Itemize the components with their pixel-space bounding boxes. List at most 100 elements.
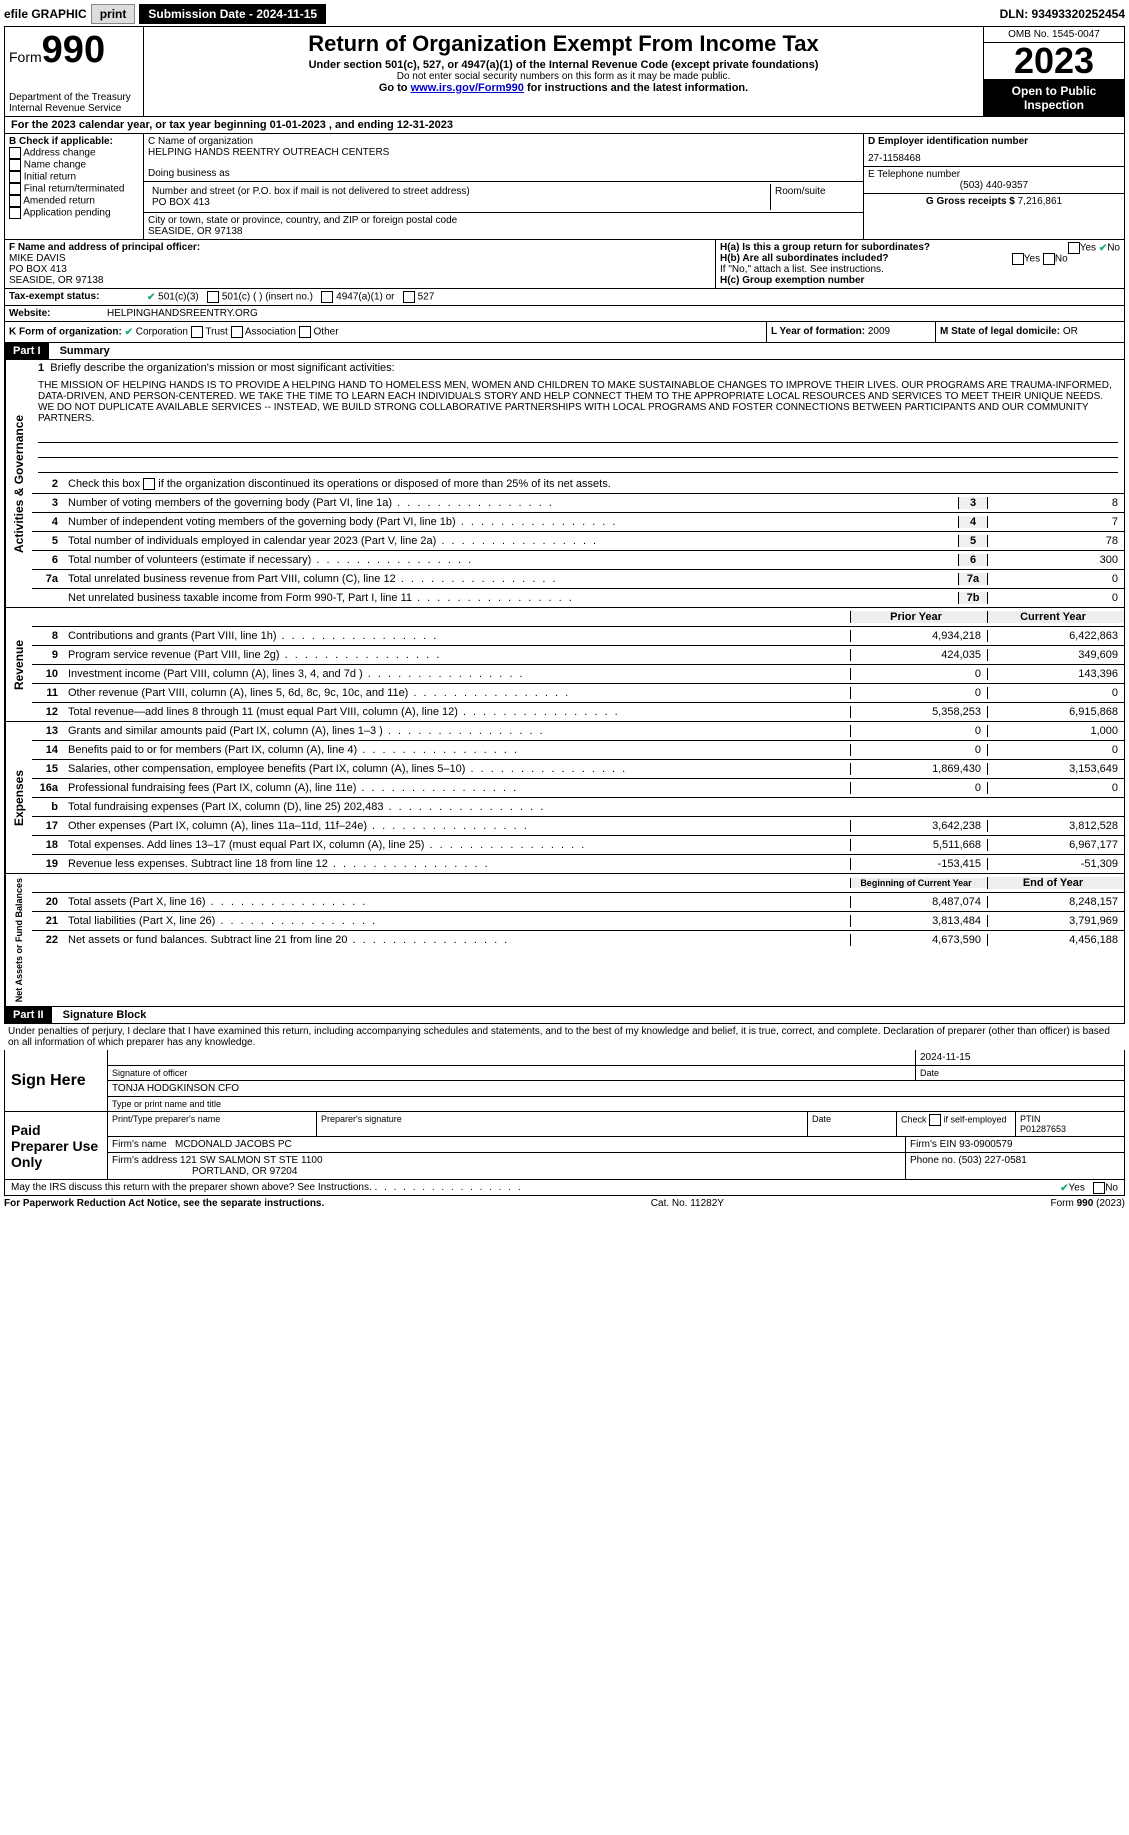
vert-net-assets: Net Assets or Fund Balances	[5, 874, 32, 1006]
org-name: HELPING HANDS REENTRY OUTREACH CENTERS	[148, 147, 859, 158]
efile-label: efile GRAPHIC	[4, 7, 87, 21]
part2-label: Part II	[5, 1007, 52, 1023]
k-l-m-row: K Form of organization: Corporation Trus…	[4, 322, 1125, 343]
officer-addr1: PO BOX 413	[9, 264, 711, 275]
top-bar: efile GRAPHIC print Submission Date - 20…	[4, 4, 1125, 24]
mission-text: THE MISSION OF HELPING HANDS IS TO PROVI…	[32, 376, 1124, 428]
form-subtitle: Under section 501(c), 527, or 4947(a)(1)…	[150, 59, 977, 71]
part1-title: Summary	[52, 345, 110, 357]
summary-line: 18Total expenses. Add lines 13–17 (must …	[32, 836, 1124, 855]
summary-line: 13Grants and similar amounts paid (Part …	[32, 722, 1124, 741]
revenue-section: Revenue Prior Year Current Year 8Contrib…	[4, 608, 1125, 722]
city-value: SEASIDE, OR 97138	[148, 226, 859, 237]
phone-value: (503) 440-9357	[868, 180, 1120, 191]
summary-line: 17Other expenses (Part IX, column (A), l…	[32, 817, 1124, 836]
officer-name: MIKE DAVIS	[9, 253, 711, 264]
summary-line: 12Total revenue—add lines 8 through 11 (…	[32, 703, 1124, 721]
goto-prefix: Go to	[379, 82, 411, 94]
cat-number: Cat. No. 11282Y	[651, 1198, 724, 1209]
summary-line: Net unrelated business taxable income fr…	[32, 589, 1124, 607]
officer-addr2: SEASIDE, OR 97138	[9, 275, 711, 286]
k-label: K Form of organization:	[9, 327, 122, 338]
part1-label: Part I	[5, 343, 49, 359]
firm-phone: (503) 227-0581	[958, 1155, 1026, 1166]
j-label: Website:	[5, 306, 103, 321]
form-title: Return of Organization Exempt From Incom…	[150, 31, 977, 57]
type-name-label: Type or print name and title	[108, 1097, 1124, 1111]
gross-receipts: 7,216,861	[1018, 196, 1063, 207]
chk-corporation[interactable]: Corporation	[136, 327, 188, 338]
e-label: E Telephone number	[868, 169, 1120, 180]
firm-ein-label: Firm's EIN	[910, 1139, 959, 1150]
hb-note: If "No," attach a list. See instructions…	[720, 264, 1120, 275]
submission-date: Submission Date - 2024-11-15	[139, 4, 326, 24]
ein-cell: D Employer identification number 27-1158…	[864, 134, 1124, 167]
discuss-text: May the IRS discuss this return with the…	[11, 1182, 372, 1193]
summary-line: 6Total number of volunteers (estimate if…	[32, 551, 1124, 570]
chk-527[interactable]: 527	[418, 292, 435, 303]
pra-notice: For Paperwork Reduction Act Notice, see …	[4, 1198, 324, 1209]
summary-line: 21Total liabilities (Part X, line 26)3,8…	[32, 912, 1124, 931]
part2-header-row: Part II Signature Block	[4, 1007, 1125, 1024]
chk-address-change[interactable]: Address change	[9, 147, 139, 159]
address-cell: Number and street (or P.O. box if mail i…	[144, 182, 863, 213]
chk-amended-return[interactable]: Amended return	[9, 195, 139, 207]
vert-activities-governance: Activities & Governance	[5, 360, 32, 607]
ha-label: H(a) Is this a group return for subordin…	[720, 242, 930, 253]
sig-officer-label: Signature of officer	[108, 1066, 916, 1080]
chk-name-change[interactable]: Name change	[9, 159, 139, 171]
firm-phone-label: Phone no.	[910, 1155, 958, 1166]
summary-line: 9Program service revenue (Part VIII, lin…	[32, 646, 1124, 665]
summary-line: bTotal fundraising expenses (Part IX, co…	[32, 798, 1124, 817]
chk-association[interactable]: Association	[245, 327, 296, 338]
c-name-label: C Name of organization	[148, 136, 859, 147]
summary-line: 4Number of independent voting members of…	[32, 513, 1124, 532]
f-label: F Name and address of principal officer:	[9, 242, 711, 253]
summary-line: 22Net assets or fund balances. Subtract …	[32, 931, 1124, 949]
chk-app-pending[interactable]: Application pending	[9, 207, 139, 219]
calendar-year-row: For the 2023 calendar year, or tax year …	[4, 117, 1125, 134]
chk-501c[interactable]: 501(c) ( ) (insert no.)	[222, 292, 313, 303]
sign-here-label: Sign Here	[5, 1050, 108, 1111]
chk-501c3[interactable]: 501(c)(3)	[158, 292, 199, 303]
chk-final-return[interactable]: Final return/terminated	[9, 183, 139, 195]
prior-year-header: Prior Year	[850, 611, 987, 623]
tax-year: 2023	[984, 43, 1124, 80]
addr-label: Number and street (or P.O. box if mail i…	[152, 186, 766, 197]
irs-link[interactable]: www.irs.gov/Form990	[411, 82, 524, 94]
summary-line: 8Contributions and grants (Part VIII, li…	[32, 627, 1124, 646]
chk-initial-return[interactable]: Initial return	[9, 171, 139, 183]
sig-date-label: Date	[916, 1066, 1124, 1080]
hb-row: H(b) Are all subordinates included? Yes …	[720, 253, 1120, 264]
chk-other[interactable]: Other	[314, 327, 339, 338]
d-label: D Employer identification number	[868, 136, 1120, 147]
chk-trust[interactable]: Trust	[205, 327, 227, 338]
tax-exempt-row: Tax-exempt status: 501(c)(3) 501(c) ( ) …	[4, 289, 1125, 306]
state-domicile: OR	[1063, 326, 1078, 337]
part1-header-row: Part I Summary	[4, 343, 1125, 360]
summary-line: 3Number of voting members of the governi…	[32, 494, 1124, 513]
officer-h-row: F Name and address of principal officer:…	[4, 240, 1125, 289]
sig-date: 2024-11-15	[916, 1050, 1124, 1065]
expenses-section: Expenses 13Grants and similar amounts pa…	[4, 722, 1125, 874]
firm-addr-label: Firm's address	[112, 1155, 180, 1166]
form-header: Form990 Department of the Treasury Inter…	[4, 26, 1125, 117]
city-label: City or town, state or province, country…	[148, 215, 859, 226]
ein-value: 27-1158468	[868, 153, 1120, 164]
b-label: B Check if applicable:	[9, 136, 139, 147]
hc-label: H(c) Group exemption number	[720, 275, 1120, 286]
summary-line: 7aTotal unrelated business revenue from …	[32, 570, 1124, 589]
paid-preparer-label: Paid Preparer Use Only	[5, 1112, 108, 1179]
year-formation: 2009	[868, 326, 890, 337]
phone-cell: E Telephone number (503) 440-9357	[864, 167, 1124, 194]
chk-4947[interactable]: 4947(a)(1) or	[336, 292, 394, 303]
summary-line: 20Total assets (Part X, line 16)8,487,07…	[32, 893, 1124, 912]
summary-line: 14Benefits paid to or for members (Part …	[32, 741, 1124, 760]
prep-name-label: Print/Type preparer's name	[108, 1112, 317, 1136]
org-name-cell: C Name of organization HELPING HANDS REE…	[144, 134, 863, 182]
print-button[interactable]: print	[91, 4, 136, 24]
form-word: Form	[9, 49, 42, 65]
gross-receipts-cell: G Gross receipts $ 7,216,861	[864, 194, 1124, 209]
form-number: 990	[42, 29, 105, 71]
firm-addr1: 121 SW SALMON ST STE 1100	[180, 1155, 322, 1166]
